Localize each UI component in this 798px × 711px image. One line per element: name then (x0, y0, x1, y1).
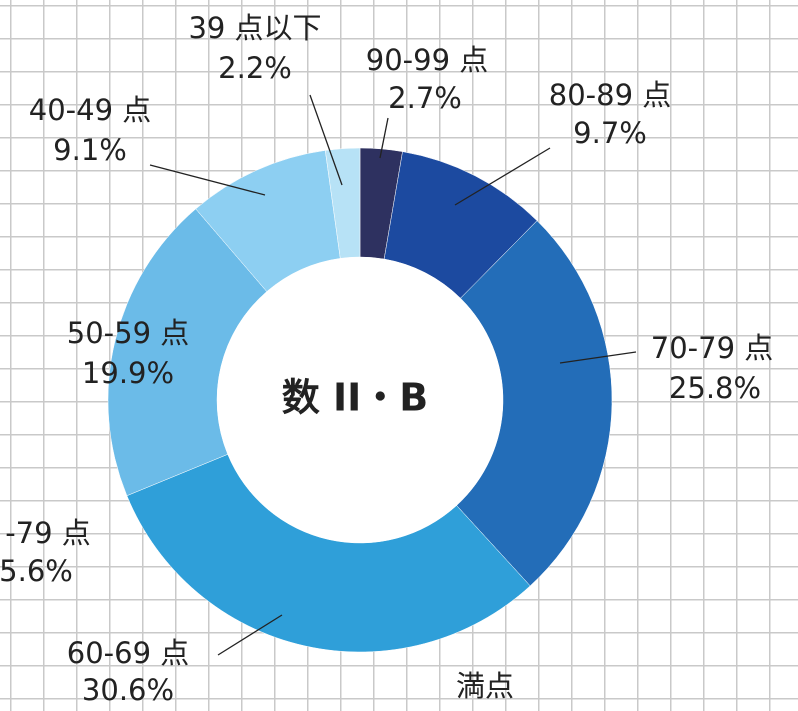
segment-label: 50-59 点 (67, 316, 190, 350)
value-label: 25.8% (669, 371, 761, 405)
leader-line (217, 614, 283, 656)
leader-line (309, 94, 343, 186)
donut-hole (217, 257, 503, 543)
leader-line (149, 164, 266, 196)
value-label: 9.1% (53, 133, 127, 167)
chart-title: 数 II・B (282, 376, 428, 420)
value-label: 2.7% (388, 81, 462, 115)
segment-label: 39 点以下 (188, 11, 321, 45)
value-label: 9.7% (573, 116, 647, 150)
segment-label: 40-49 点 (29, 93, 152, 127)
segment-label: 70-79 点 (651, 331, 774, 365)
leader-line (559, 351, 637, 364)
segment-label: 80-89 点 (549, 78, 672, 112)
annotation: -79 点 (5, 516, 91, 550)
value-label: 30.6% (82, 673, 174, 707)
leader-line (379, 117, 389, 159)
segment-label: 60-69 点 (67, 636, 190, 670)
value-label: 19.9% (82, 356, 174, 390)
segment-label: 90-99 点 (366, 43, 489, 77)
annotation: 5.6% (0, 554, 73, 588)
annotation: 満点 (456, 669, 514, 703)
value-label: 2.2% (218, 51, 292, 85)
leader-line (454, 147, 551, 206)
